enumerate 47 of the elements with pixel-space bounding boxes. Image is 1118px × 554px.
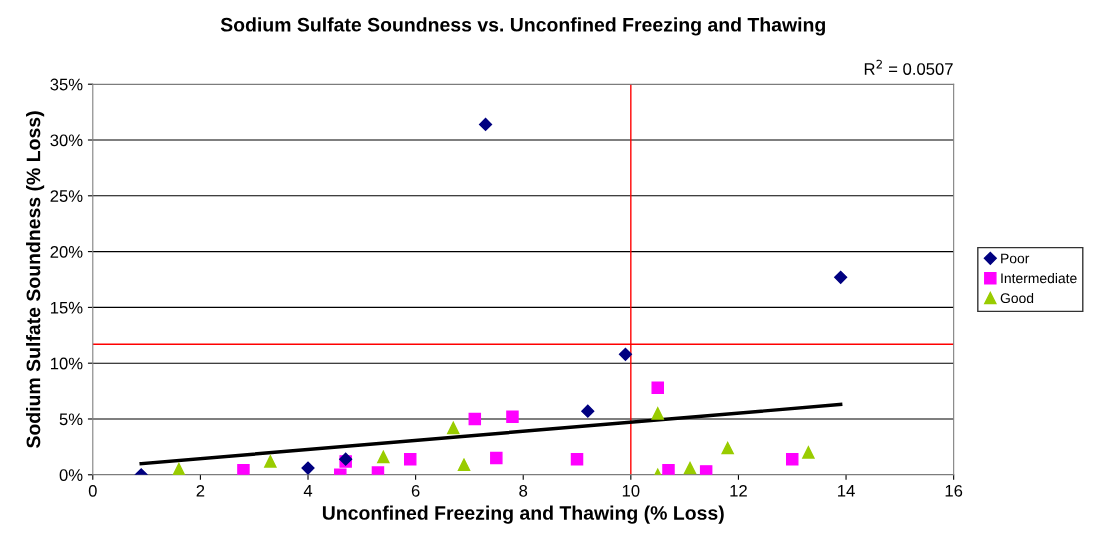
point [785,452,799,466]
y-tick-label: 5% [59,413,83,426]
x-tick-label: 6 [411,484,420,497]
y-tick-label: 20% [50,246,83,258]
legend-label: Good [1000,292,1034,304]
x-tick-label: 0 [88,484,97,497]
x-tick-label: 16 [945,484,963,497]
point [506,410,519,424]
point [478,117,493,131]
point [699,465,713,475]
x-tick-label: 2 [196,484,205,497]
x-tick-label: 14 [838,485,855,497]
text: R$^{2}$ = 0.0507 [864,59,953,75]
point [581,404,595,418]
legend-label: Poor [1001,253,1030,264]
x-tick-label: 8 [519,484,528,497]
x-axis-title: Unconfined Freezing and Thawing (% Loss) [322,505,724,524]
point [301,461,315,475]
point [651,407,664,420]
point [377,450,390,464]
point [264,455,277,468]
point [683,461,697,475]
y-tick-label: 35% [50,78,83,91]
point [721,441,734,455]
y-axis-title: Sodium Sulfate Soundness (% Loss) [26,111,45,448]
point [237,464,250,475]
point [490,451,503,465]
chart-title: Sodium Sulfate Soundness vs. Unconfined Freezing and Thawing [220,17,825,36]
point [662,464,675,475]
point [570,452,584,466]
y-tick-label: 30% [50,134,83,147]
x-tick-label: 10 [622,484,640,497]
point [651,381,664,394]
y-tick-label: 10% [50,357,83,370]
point [802,446,815,459]
point [457,458,471,471]
y-tick-label: 25% [50,190,83,202]
y-tick-label: 15% [50,301,83,314]
point [618,347,633,361]
legend-label: Intermediate [1001,273,1077,284]
point [468,412,482,426]
point [834,270,848,284]
x-tick-label: 12 [730,484,747,497]
y-tick-label: 0% [59,469,83,481]
x-tick-label: 4 [303,485,313,497]
point [403,452,417,466]
point [447,421,460,435]
